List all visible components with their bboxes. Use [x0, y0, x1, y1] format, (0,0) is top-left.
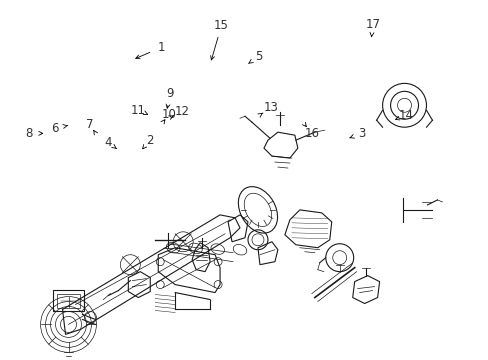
Text: 14: 14	[398, 109, 413, 122]
Text: 15: 15	[214, 19, 228, 32]
Text: 6: 6	[51, 122, 59, 135]
Bar	[52, 289, 84, 311]
Text: 9: 9	[166, 87, 174, 100]
Text: 8: 8	[25, 127, 33, 140]
Text: 13: 13	[264, 101, 278, 114]
Text: 7: 7	[86, 118, 94, 131]
Text: 11: 11	[130, 104, 145, 117]
Text: 12: 12	[174, 105, 189, 118]
Text: 5: 5	[255, 50, 262, 63]
Text: 17: 17	[365, 18, 380, 31]
Text: 4: 4	[104, 136, 111, 149]
Text: 1: 1	[158, 41, 165, 54]
Text: 10: 10	[161, 108, 176, 121]
Text: 2: 2	[145, 134, 153, 147]
Text: 16: 16	[304, 127, 319, 140]
Bar	[57, 293, 81, 307]
Text: 3: 3	[357, 127, 365, 140]
